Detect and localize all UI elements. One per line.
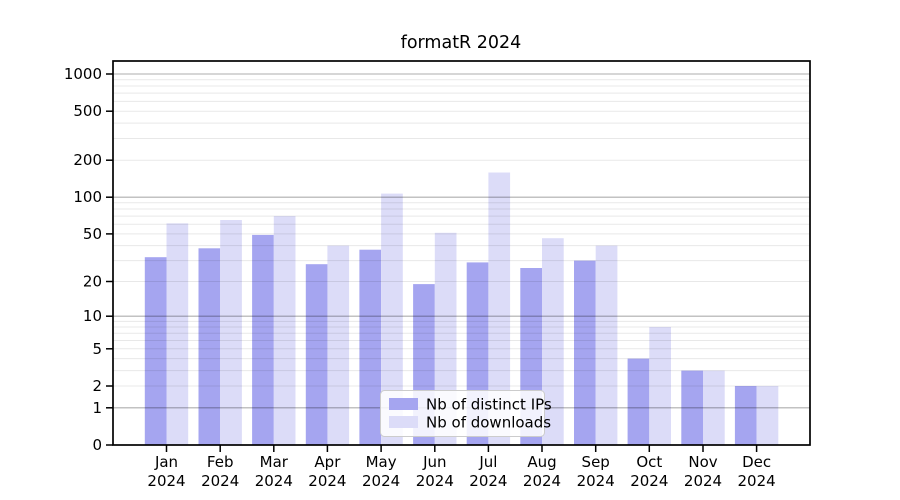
axis-tick-marks bbox=[106, 73, 758, 452]
x-label-year: 2024 bbox=[147, 472, 185, 490]
y-tick-label: 1000 bbox=[64, 65, 102, 83]
x-label-month: Feb bbox=[207, 453, 234, 471]
y-axis-tick-labels: 0 1 2 5 10 20 50 100 200 500 1000 bbox=[64, 65, 102, 454]
legend-swatch-downloads bbox=[389, 416, 418, 428]
bar-feb-downloads bbox=[220, 220, 242, 445]
bar-mar-downloads bbox=[273, 216, 296, 445]
y-tick-label: 10 bbox=[83, 307, 102, 325]
x-label-year: 2024 bbox=[362, 472, 400, 490]
x-axis-labels: Jan2024Feb2024Mar2024Apr2024May2024Jun20… bbox=[147, 453, 775, 490]
legend: Nb of distinct IPs Nb of downloads bbox=[380, 390, 552, 437]
x-label-month: Jun bbox=[422, 453, 446, 471]
y-tick-label: 20 bbox=[83, 273, 102, 291]
legend-label-downloads: Nb of downloads bbox=[426, 414, 551, 432]
bar-oct-ips bbox=[627, 358, 650, 445]
bar-jul-downloads bbox=[488, 172, 511, 445]
bar-may-downloads bbox=[381, 193, 403, 445]
y-tick-label: 0 bbox=[92, 436, 102, 454]
y-tick-label: 100 bbox=[73, 188, 102, 206]
x-label-year: 2024 bbox=[684, 472, 722, 490]
bar-feb-ips bbox=[198, 248, 221, 445]
x-label-month: Aug bbox=[527, 453, 556, 471]
x-label-year: 2024 bbox=[308, 472, 346, 490]
y-tick-label: 2 bbox=[92, 377, 102, 395]
y-tick-label: 50 bbox=[83, 225, 102, 243]
gridlines bbox=[113, 73, 810, 409]
bar-apr-downloads bbox=[327, 245, 350, 445]
bar-sep-downloads bbox=[595, 245, 618, 445]
x-label-year: 2024 bbox=[469, 472, 507, 490]
x-label-year: 2024 bbox=[577, 472, 615, 490]
x-label-year: 2024 bbox=[255, 472, 293, 490]
bar-apr-ips bbox=[305, 264, 328, 445]
x-label-month: Sep bbox=[582, 453, 610, 471]
bar-dec-ips bbox=[734, 386, 757, 445]
x-label-month: May bbox=[366, 453, 397, 471]
x-label-month: Oct bbox=[636, 453, 662, 471]
x-label-year: 2024 bbox=[738, 472, 776, 490]
legend-swatch-distinct-ips bbox=[389, 398, 418, 410]
bar-sep-ips bbox=[574, 260, 596, 445]
y-tick-label: 500 bbox=[73, 102, 102, 120]
x-label-month: Mar bbox=[260, 453, 289, 471]
legend-box bbox=[380, 390, 545, 437]
y-tick-label: 5 bbox=[92, 340, 102, 358]
bar-may-ips bbox=[359, 249, 382, 445]
bar-nov-downloads bbox=[703, 370, 725, 445]
x-label-year: 2024 bbox=[630, 472, 668, 490]
chart-title: formatR 2024 bbox=[401, 33, 522, 53]
plot-border bbox=[112, 60, 811, 446]
x-label-year: 2024 bbox=[523, 472, 561, 490]
x-label-year: 2024 bbox=[201, 472, 239, 490]
x-label-month: Jan bbox=[154, 453, 178, 471]
y-tick-label: 200 bbox=[73, 151, 102, 169]
legend-label-distinct-ips: Nb of distinct IPs bbox=[426, 396, 552, 414]
x-label-month: Dec bbox=[742, 453, 771, 471]
y-tick-label: 1 bbox=[92, 399, 102, 417]
bar-dec-downloads bbox=[756, 386, 779, 445]
x-label-month: Apr bbox=[314, 453, 341, 471]
bar-nov-ips bbox=[681, 370, 703, 445]
x-label-month: Jul bbox=[478, 453, 497, 471]
bar-jan-downloads bbox=[166, 223, 189, 445]
bar-jan-ips bbox=[144, 257, 167, 445]
bar-oct-downloads bbox=[649, 327, 671, 445]
x-label-year: 2024 bbox=[416, 472, 454, 490]
x-label-month: Nov bbox=[688, 453, 717, 471]
bar-mar-ips bbox=[252, 234, 274, 445]
bar-aug-downloads bbox=[542, 238, 564, 445]
